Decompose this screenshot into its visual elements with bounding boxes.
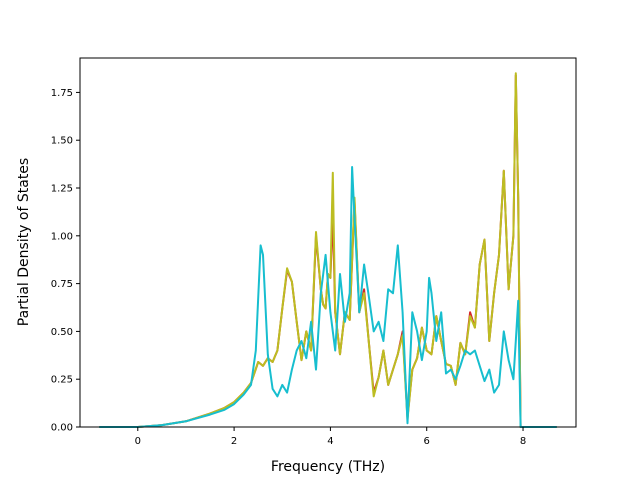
- y-axis-label: Partial Density of States: [16, 158, 32, 326]
- y-tick-label: 1.25: [51, 184, 73, 195]
- y-tick-label: 0.25: [51, 375, 73, 386]
- y-tick-label: 0.75: [51, 279, 73, 290]
- y-tick-label: 1.00: [51, 231, 73, 242]
- y-tick-label: 1.50: [51, 136, 73, 147]
- x-axis-ticks: 0 2 4 6 8: [135, 427, 526, 447]
- x-axis-label: Frequency (THz): [271, 459, 385, 475]
- x-tick-label: 0: [135, 436, 141, 447]
- plot-frame: [79, 57, 577, 428]
- y-tick-label: 0.00: [51, 423, 73, 434]
- x-tick-label: 2: [231, 436, 237, 447]
- series-line-2: [99, 72, 557, 428]
- y-axis-ticks: 0.00 0.25 0.50 0.75 1.00 1.25 1.50 1.75: [51, 88, 80, 434]
- x-tick-label: 6: [424, 436, 430, 447]
- y-tick-label: 1.75: [51, 88, 73, 99]
- series-line-3: [99, 166, 557, 428]
- plot-area: [80, 58, 576, 427]
- y-tick-label: 0.50: [51, 327, 73, 338]
- x-tick-label: 8: [520, 436, 526, 447]
- series-layer: [99, 72, 557, 428]
- x-tick-label: 4: [327, 436, 333, 447]
